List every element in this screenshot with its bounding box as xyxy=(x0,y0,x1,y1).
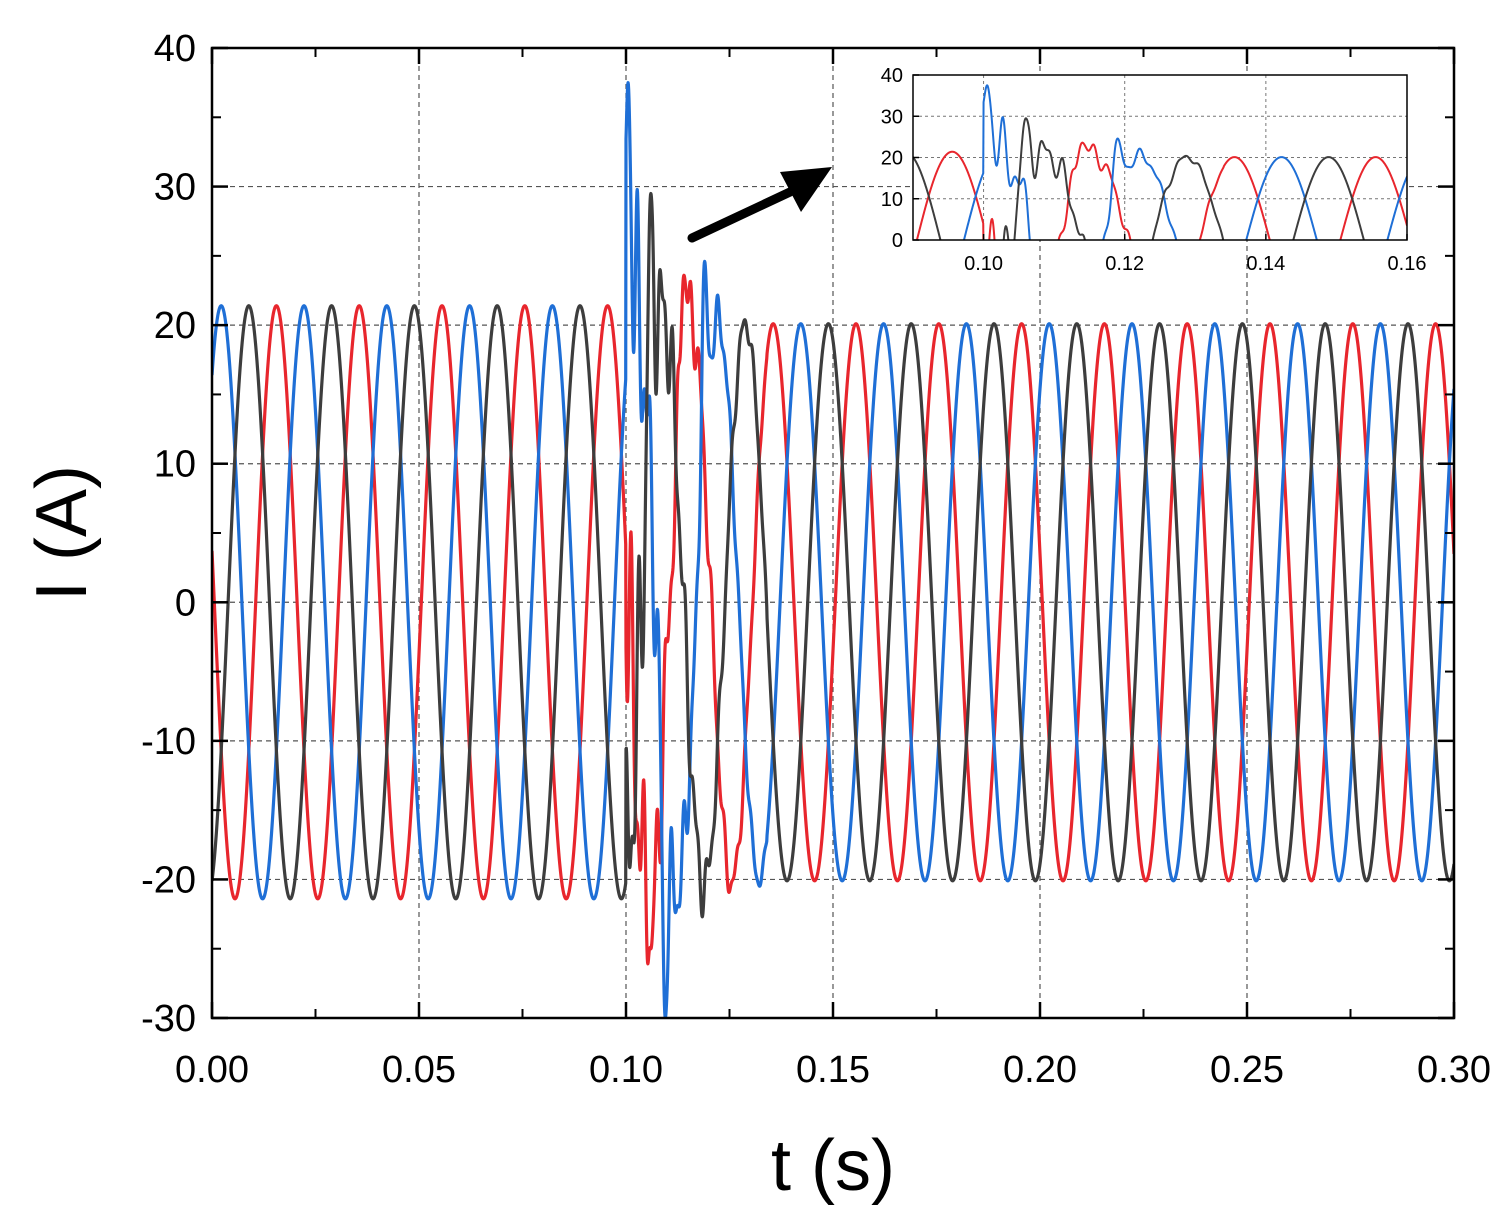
main-ticks xyxy=(210,46,1456,1020)
y-tick-label: 30 xyxy=(154,167,196,209)
y-tick-label: -10 xyxy=(141,721,196,763)
zoom-arrow-head xyxy=(780,167,832,212)
x-axis-title: t (s) xyxy=(771,1126,895,1206)
inset-y-tick-label: 30 xyxy=(881,106,903,128)
x-tick-label: 0.30 xyxy=(1417,1049,1491,1091)
series-line-phase-2 xyxy=(212,81,1454,1018)
y-axis-title: I (A) xyxy=(22,465,102,601)
inset-y-tick-label: 40 xyxy=(881,65,903,87)
inset-x-tick-label: 0.16 xyxy=(1388,253,1427,275)
x-tick-label: 0.25 xyxy=(1210,1049,1284,1091)
main-series-group xyxy=(212,81,1454,1018)
inset-y-tick-label: 20 xyxy=(881,148,903,170)
inset-grid xyxy=(913,75,1407,240)
inset-x-tick-label: 0.10 xyxy=(964,253,1003,275)
x-tick-labels: 0.00 0.05 0.10 0.15 0.20 0.25 0.30 xyxy=(175,1049,1491,1091)
x-tick-label: 0.15 xyxy=(796,1049,870,1091)
inset-x-tick-label: 0.14 xyxy=(1246,253,1285,275)
x-tick-label: 0.00 xyxy=(175,1049,249,1091)
y-tick-label: 10 xyxy=(154,444,196,486)
inset-y-tick-label: 0 xyxy=(892,230,903,252)
series-line-phase-1 xyxy=(212,273,1454,966)
series-line-phase-3 xyxy=(212,191,1454,919)
x-tick-label: 0.05 xyxy=(382,1049,456,1091)
y-tick-label: 20 xyxy=(154,305,196,347)
zoom-arrow-shaft xyxy=(687,187,795,243)
zoom-arrow xyxy=(687,167,832,243)
y-tick-labels: -30 -20 -10 0 10 20 30 40 xyxy=(141,28,196,1040)
inset-x-tick-labels: 0.10 0.12 0.14 0.16 xyxy=(964,253,1426,275)
inset-ticks xyxy=(913,74,1408,241)
inset-series-group xyxy=(913,84,1407,240)
y-tick-label: 40 xyxy=(154,28,196,70)
inset-y-tick-labels: 0 10 20 30 40 xyxy=(881,65,903,252)
y-tick-label: 0 xyxy=(175,582,196,624)
x-tick-label: 0.10 xyxy=(589,1049,663,1091)
y-tick-label: -30 xyxy=(141,998,196,1040)
inset-y-tick-label: 10 xyxy=(881,189,903,211)
y-tick-label: -20 xyxy=(141,859,196,901)
inset-x-tick-label: 0.12 xyxy=(1105,253,1144,275)
x-tick-label: 0.20 xyxy=(1003,1049,1077,1091)
inset-series-line-phase-3 xyxy=(913,117,1365,240)
inset-series-line-phase-2 xyxy=(962,84,1407,240)
